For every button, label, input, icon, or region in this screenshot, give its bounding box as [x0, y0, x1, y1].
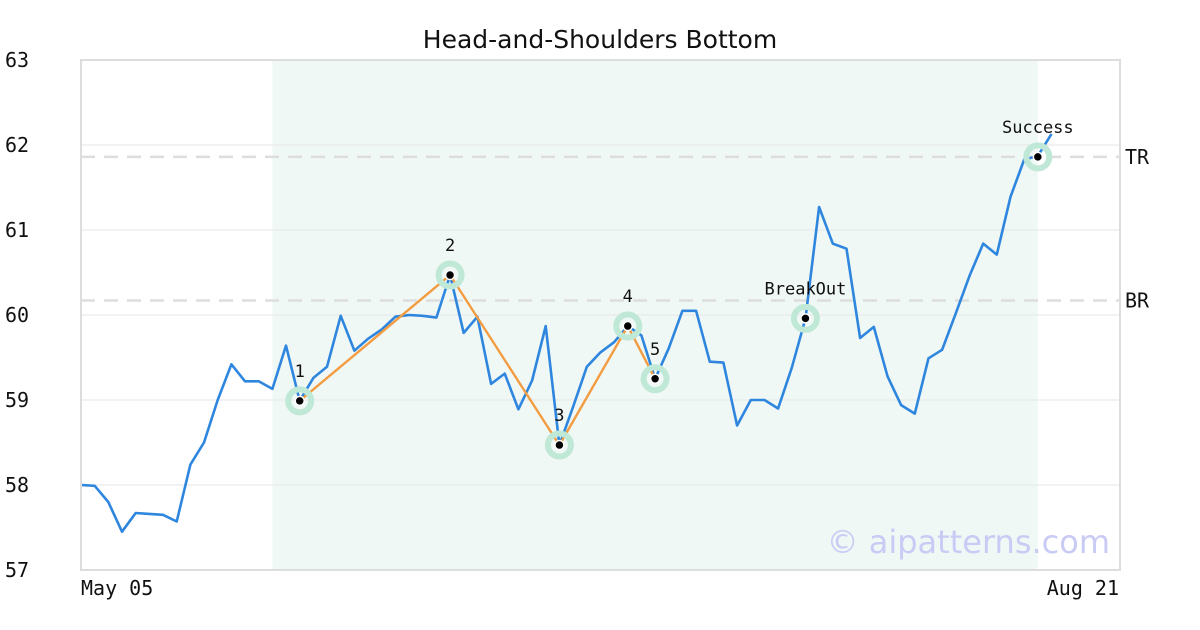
- marker-halo: [640, 364, 670, 394]
- level-label: BR: [1125, 289, 1150, 313]
- marker-dot: [1032, 151, 1044, 163]
- x-tick-label: May 05: [81, 576, 153, 600]
- y-tick-label: 58: [5, 473, 29, 497]
- y-tick-label: 63: [5, 48, 29, 72]
- marker-halo: [544, 430, 574, 460]
- marker-label: 1: [295, 362, 305, 382]
- marker-dot: [444, 269, 456, 281]
- marker-dot: [554, 439, 565, 451]
- y-tick-label: 57: [5, 558, 29, 582]
- y-tick-label: 59: [5, 388, 29, 412]
- price-series: [80, 133, 1053, 534]
- level-label: TR: [1125, 145, 1150, 169]
- marker-halo: [790, 303, 820, 333]
- marker-label: 3: [554, 406, 564, 426]
- marker-dot: [294, 395, 305, 407]
- horizontal-levels: TR BR: [81, 145, 1150, 313]
- marker-halo: [435, 260, 465, 290]
- plot-frame: [80, 59, 1121, 571]
- y-tick-label: 62: [5, 133, 29, 157]
- marker-halo: [1023, 142, 1053, 172]
- marker-label: 2: [445, 236, 455, 256]
- chart-title: Head-and-Shoulders Bottom: [423, 25, 777, 54]
- price-line: [80, 133, 1053, 534]
- x-axis: May 05 Aug 21: [81, 576, 1119, 600]
- y-tick-label: 60: [5, 303, 29, 327]
- marker-label: BreakOut: [765, 279, 847, 299]
- pattern-markers: 1 2 3 4 5 BreakOut Success: [285, 118, 1074, 460]
- marker-dot: [649, 373, 661, 384]
- marker-label: 4: [623, 287, 633, 307]
- marker-label: Success: [1002, 118, 1074, 138]
- x-tick-label: Aug 21: [1047, 576, 1119, 600]
- marker-label: 5: [650, 340, 660, 360]
- marker-halo: [285, 386, 315, 416]
- marker-dot: [622, 320, 634, 332]
- marker-halo: [613, 311, 643, 341]
- watermark: © aipatterns.com: [827, 523, 1110, 561]
- y-axis: 57 58 59 60 61 62 63: [5, 48, 29, 582]
- y-tick-label: 61: [5, 218, 29, 242]
- grid-lines: [81, 144, 1120, 486]
- marker-dot: [800, 313, 811, 324]
